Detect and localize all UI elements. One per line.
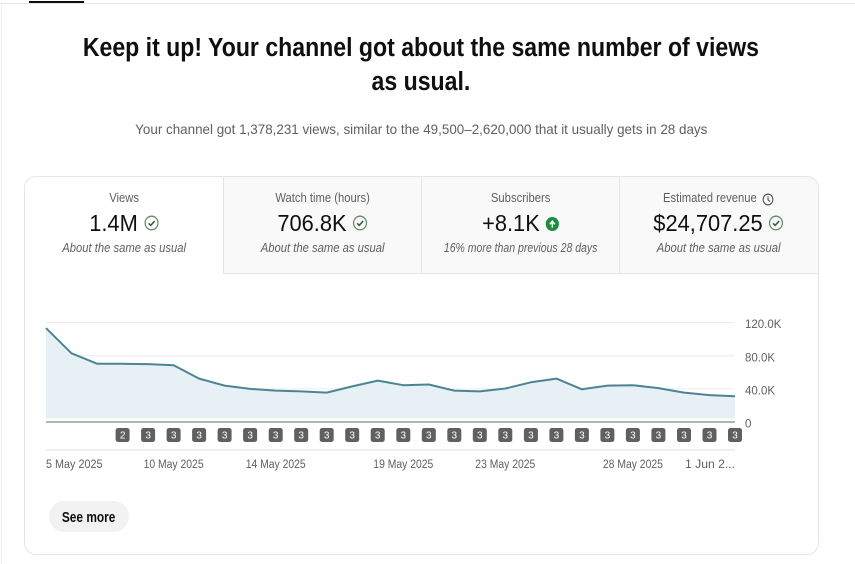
- svg-text:3: 3: [732, 431, 738, 442]
- svg-text:19 May 2025: 19 May 2025: [373, 459, 433, 471]
- svg-text:2: 2: [120, 431, 126, 442]
- svg-text:3: 3: [273, 431, 279, 442]
- svg-text:3: 3: [579, 431, 585, 442]
- svg-text:3: 3: [477, 431, 483, 442]
- svg-text:3: 3: [503, 431, 509, 442]
- svg-text:3: 3: [426, 431, 432, 442]
- svg-text:5 May 2025: 5 May 2025: [46, 459, 103, 471]
- svg-text:3: 3: [298, 431, 304, 442]
- svg-text:23 May 2025: 23 May 2025: [475, 459, 535, 471]
- svg-text:3: 3: [247, 431, 253, 442]
- svg-text:3: 3: [145, 431, 151, 442]
- svg-text:3: 3: [401, 431, 407, 442]
- svg-text:3: 3: [324, 431, 330, 442]
- svg-text:14 May 2025: 14 May 2025: [246, 459, 306, 471]
- svg-text:3: 3: [222, 431, 228, 442]
- svg-text:3: 3: [656, 431, 662, 442]
- svg-text:3: 3: [349, 431, 355, 442]
- svg-text:3: 3: [375, 431, 381, 442]
- svg-text:28 May 2025: 28 May 2025: [603, 459, 663, 471]
- svg-text:3: 3: [681, 431, 687, 442]
- svg-text:80.0K: 80.0K: [745, 352, 775, 364]
- svg-text:3: 3: [171, 431, 177, 442]
- svg-text:10 May 2025: 10 May 2025: [144, 459, 204, 471]
- svg-text:3: 3: [630, 431, 636, 442]
- svg-text:3: 3: [196, 431, 202, 442]
- svg-text:3: 3: [528, 431, 534, 442]
- svg-text:3: 3: [605, 431, 611, 442]
- svg-text:0: 0: [745, 419, 751, 431]
- svg-text:1 Jun 2...: 1 Jun 2...: [685, 459, 735, 471]
- svg-text:3: 3: [452, 431, 458, 442]
- svg-text:120.0K: 120.0K: [745, 319, 782, 331]
- svg-text:3: 3: [554, 431, 560, 442]
- svg-text:3: 3: [707, 431, 713, 442]
- svg-text:40.0K: 40.0K: [745, 385, 775, 397]
